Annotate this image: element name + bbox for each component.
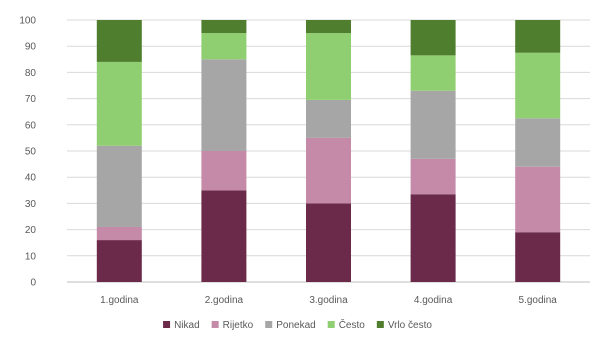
y-tick-label: 90 <box>25 42 37 53</box>
bar-segment-često <box>410 55 456 91</box>
legend: Nikad Rijetko Ponekad Često Vrlo često <box>163 318 432 331</box>
x-tick-label: 1.godina <box>100 295 139 306</box>
y-tick-label: 50 <box>25 147 37 158</box>
bar-segment-ponekad <box>201 59 247 151</box>
bar-segment-često <box>201 33 247 60</box>
bars <box>96 20 561 282</box>
bar-segment-rijetko <box>201 151 247 191</box>
legend-label: Nikad <box>174 320 200 331</box>
y-tick-label: 80 <box>25 68 37 79</box>
legend-swatch <box>327 321 335 328</box>
bar-segment-vrlo-često <box>515 20 561 53</box>
bar-segment-vrlo-često <box>306 20 351 34</box>
bar-segment-ponekad <box>96 145 142 227</box>
legend-swatch <box>163 321 171 328</box>
x-tick-label: 2.godina <box>205 295 244 306</box>
legend-swatch <box>376 321 384 328</box>
bar-segment-nikad <box>410 194 456 282</box>
bar-segment-ponekad <box>515 118 561 167</box>
legend-label: Vrlo često <box>388 320 433 331</box>
bar-segment-često <box>306 33 351 100</box>
y-tick-label: 40 <box>25 173 37 184</box>
y-tick-label: 60 <box>25 120 37 131</box>
bar-segment-rijetko <box>96 226 142 241</box>
y-tick-label: 30 <box>25 199 37 210</box>
bar-segment-nikad <box>306 203 351 282</box>
bar-segment-nikad <box>515 232 561 282</box>
legend-label: Ponekad <box>276 320 315 331</box>
x-tick-label: 5.godina <box>519 295 558 306</box>
bar-segment-ponekad <box>410 90 456 159</box>
legend-label: Rijetko <box>223 320 254 331</box>
bar-segment-rijetko <box>515 166 561 233</box>
y-tick-label: 10 <box>25 251 37 262</box>
legend-label: Često <box>339 318 366 331</box>
x-axis-tick-labels: 1.godina 2.godina 3.godina 4.godina 5.godina <box>100 295 557 306</box>
y-axis-tick-labels: 0 10 20 30 40 50 60 70 80 90 100 <box>19 16 36 289</box>
y-tick-label: 20 <box>25 225 37 236</box>
legend-swatch <box>211 321 219 328</box>
legend-swatch <box>265 321 273 328</box>
y-tick-label: 100 <box>19 16 36 27</box>
bar-segment-rijetko <box>306 137 351 204</box>
y-tick-label: 70 <box>25 94 37 105</box>
x-tick-label: 4.godina <box>414 295 453 306</box>
x-tick-label: 3.godina <box>309 295 348 306</box>
bar-segment-ponekad <box>306 99 351 138</box>
bar-segment-nikad <box>96 240 142 282</box>
bar-segment-vrlo-često <box>410 20 456 56</box>
bar-segment-nikad <box>201 190 247 282</box>
bar-segment-vrlo-često <box>201 20 247 34</box>
bar-segment-često <box>96 61 142 146</box>
bar-segment-vrlo-često <box>96 20 142 62</box>
bar-segment-često <box>515 52 561 119</box>
y-tick-label: 0 <box>30 278 36 289</box>
bar-segment-rijetko <box>410 158 456 195</box>
